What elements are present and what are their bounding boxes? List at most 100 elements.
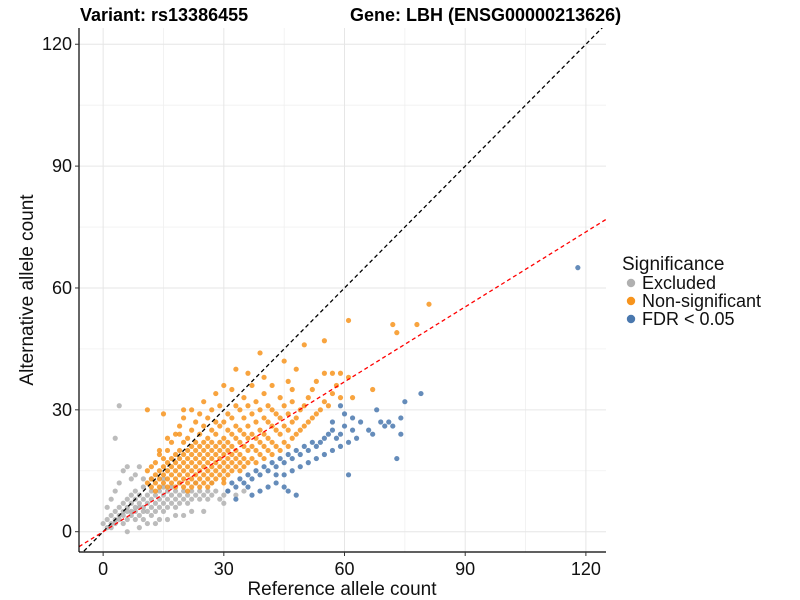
data-point [136,464,142,470]
data-point [164,460,171,466]
data-point [277,395,283,401]
data-point [180,476,187,482]
y-tick-label: 60 [52,278,72,298]
data-point [301,403,307,409]
data-point [281,358,287,364]
data-point [176,423,183,429]
data-point [225,464,231,470]
data-point [221,435,227,441]
data-point [189,443,195,449]
data-point [249,411,255,417]
data-point [313,455,319,462]
data-point [193,464,199,470]
data-point [104,504,110,510]
data-point [225,411,231,417]
data-point [253,435,259,441]
data-point [241,488,247,494]
data-point [225,472,231,478]
legend-key [626,314,636,324]
data-point [144,508,150,514]
data-point [205,460,211,466]
data-point [237,460,243,466]
data-point [233,423,239,429]
x-tick-label: 60 [334,559,354,579]
data-point [245,484,251,490]
data-point [245,370,251,376]
data-point [176,464,183,470]
data-point [281,403,287,409]
data-point [140,508,146,514]
data-point [172,512,179,519]
data-point [277,431,283,437]
tick-labels: 0 30 60 90 120 0 30 60 90 120 [42,34,601,579]
data-point [193,447,199,454]
data-point [394,330,400,336]
data-point [201,423,207,429]
data-point [277,415,283,421]
data-point [233,496,239,502]
data-point [189,460,195,466]
data-point [337,443,344,449]
data-point [197,460,203,466]
data-point [213,431,219,437]
data-point [112,435,118,441]
data-point [140,484,146,490]
data-point [245,447,251,454]
data-point [148,504,155,510]
data-point [176,492,183,498]
data-point [168,464,175,470]
data-point [189,451,195,458]
data-point [120,468,126,474]
data-point [229,415,235,421]
data-point [285,488,291,494]
data-point [160,411,167,417]
data-point [168,500,175,506]
data-point [241,415,247,421]
data-point [156,476,163,482]
data-point [209,407,215,413]
data-point [124,508,130,514]
data-point [289,435,295,441]
data-point [136,512,142,519]
data-point [120,520,126,527]
data-point [172,488,179,494]
legend-entry: Excluded [626,273,716,293]
x-axis-title: Reference allele count [247,579,437,600]
data-point [257,451,263,458]
data-point [345,472,352,478]
data-point [390,423,396,429]
data-point [245,460,251,466]
data-point [205,496,211,502]
data-point [217,447,223,454]
data-point [120,500,126,506]
data-point [176,500,183,506]
data-point [289,419,295,425]
data-point [213,451,219,458]
data-point [156,516,163,523]
data-point [132,504,138,510]
data-point [305,419,311,425]
data-point [261,431,267,437]
data-point [144,468,150,474]
data-point [277,447,283,454]
data-point [201,399,207,405]
legend-label: FDR < 0.05 [642,309,735,329]
data-point [370,431,376,437]
data-point [221,382,227,389]
data-point [168,484,175,490]
data-point [209,480,215,486]
data-point [201,455,207,462]
data-point [120,512,126,519]
data-point [269,407,275,413]
y-tick-label: 120 [42,34,72,54]
data-point [358,419,364,425]
data-point [221,460,227,466]
data-point [152,488,159,494]
data-point [241,443,247,449]
data-point [108,525,114,531]
data-point [241,431,247,437]
data-point [180,407,187,413]
data-point [233,492,239,498]
data-point [301,342,307,348]
data-point [257,427,263,433]
